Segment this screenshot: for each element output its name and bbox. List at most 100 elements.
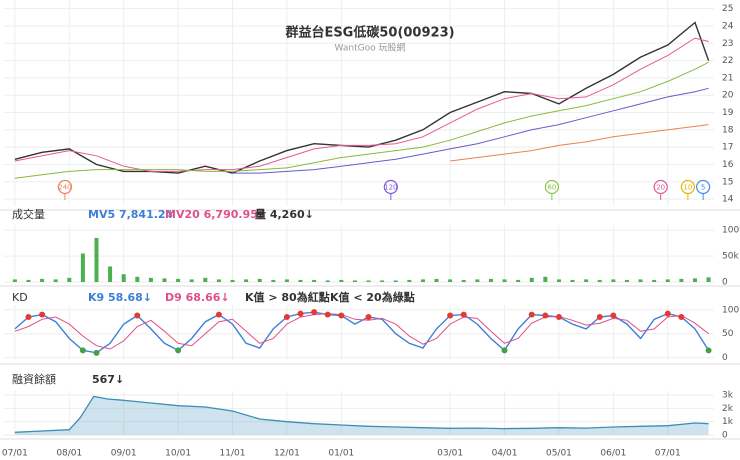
volume-bar — [706, 277, 711, 282]
volume-bar — [203, 277, 208, 282]
x-tick-label: 04/01 — [492, 449, 518, 459]
y-tick-label: 21 — [722, 73, 733, 83]
kd-dot — [705, 347, 712, 354]
volume-bar — [216, 279, 221, 282]
panel-stat: D9 68.66↓ — [165, 291, 230, 304]
volume-bar — [312, 279, 317, 282]
volume-bar — [407, 279, 412, 282]
volume-bar — [148, 277, 153, 282]
kd-dot — [215, 311, 222, 318]
volume-bar — [257, 278, 262, 282]
y-tick-label: 20 — [722, 91, 734, 101]
volume-bar — [121, 274, 126, 282]
panel-stat: MV20 6,790.95↓ — [165, 208, 267, 221]
volume-bar — [162, 278, 167, 282]
area-fill — [14, 396, 709, 435]
series-line — [14, 61, 709, 179]
volume-bar — [94, 237, 99, 282]
area-line — [14, 395, 709, 433]
ma-pin — [544, 179, 559, 195]
volume-bar — [624, 279, 629, 282]
volume-bar — [516, 279, 521, 282]
kd-dot — [338, 312, 345, 319]
chart-title: 群益台ESG低碳50(00923) — [285, 25, 454, 41]
y-tick-label: 0 — [722, 431, 728, 441]
volume-bar — [393, 280, 398, 282]
x-tick-label: 07/01 — [2, 449, 28, 459]
y-tick-label: 14 — [722, 195, 734, 205]
series-line — [14, 311, 710, 354]
ma-pin-label: 5 — [701, 184, 705, 192]
volume-bar — [461, 279, 466, 282]
volume-bar — [597, 279, 602, 282]
volume-bar — [352, 280, 357, 282]
volume-bar — [53, 279, 58, 282]
volume-bar — [67, 277, 72, 282]
x-tick-label: 09/01 — [111, 449, 137, 459]
y-tick-label: 17 — [722, 143, 733, 153]
kd-dot — [175, 347, 182, 354]
kd-dot — [25, 313, 32, 320]
ma-pin — [696, 179, 711, 195]
y-tick-label: 1k — [722, 417, 734, 427]
ma-pin — [57, 179, 73, 195]
kd-dot — [460, 311, 467, 318]
y-tick-label: 15 — [722, 177, 733, 187]
kd-dot — [528, 311, 535, 318]
y-tick-label: 100 — [722, 305, 739, 315]
volume-bar — [652, 279, 657, 282]
y-tick-label: 3k — [722, 391, 734, 401]
volume-bar — [189, 279, 194, 282]
volume-bar — [244, 279, 249, 282]
ma-pin — [653, 179, 668, 195]
volume-bar — [325, 280, 330, 282]
panel-stat: K值 < 20為綠點 — [330, 290, 415, 304]
panel-stat: K值 > 80為紅點 — [245, 290, 330, 304]
kd-dot — [365, 313, 372, 320]
kd-dot — [324, 311, 331, 318]
x-tick-label: 06/01 — [600, 449, 626, 459]
volume-bar — [26, 279, 31, 282]
volume-bar — [692, 278, 697, 282]
kd-dot — [134, 312, 141, 319]
volume-bar — [638, 279, 643, 282]
kd-dot — [501, 347, 508, 354]
volume-bar — [611, 279, 616, 282]
volume-bar — [679, 278, 684, 282]
panel-stat: 567↓ — [92, 373, 124, 386]
kd-dot — [542, 312, 549, 319]
kd-dot — [555, 313, 562, 320]
volume-bar — [434, 278, 439, 282]
x-tick-label: 12/01 — [274, 449, 300, 459]
ma-pin — [680, 179, 695, 195]
x-tick-label: 03/01 — [437, 449, 463, 459]
ma-pin-label: 240 — [58, 184, 71, 192]
x-tick-label: 01/01 — [328, 449, 354, 459]
x-tick-label: 10/01 — [165, 449, 191, 459]
y-tick-label: 23 — [722, 39, 733, 49]
volume-bar — [529, 277, 534, 282]
series-line — [14, 37, 709, 172]
volume-bar — [108, 266, 113, 282]
y-tick-label: 22 — [722, 56, 733, 66]
series-line — [450, 124, 709, 162]
volume-bar — [298, 279, 303, 282]
chart-subtitle: WantGoo 玩股網 — [335, 42, 406, 54]
kd-dot — [297, 310, 304, 317]
ma-pin-label: 60 — [547, 184, 556, 192]
panel-stat: MV5 7,841.2↓ — [88, 208, 175, 221]
volume-bar — [380, 280, 385, 282]
volume-bar — [570, 279, 575, 282]
kd-dot — [39, 311, 46, 318]
ma-pin — [383, 179, 398, 195]
ma-pin-label: 10 — [683, 184, 692, 192]
x-tick-label: 11/01 — [220, 449, 246, 459]
y-tick-label: 50k — [722, 252, 739, 262]
volume-bar — [339, 279, 344, 282]
kd-dot — [610, 312, 617, 319]
ma-pin-label: 120 — [384, 184, 397, 192]
panel-title: 成交量 — [12, 207, 45, 221]
volume-bar — [543, 276, 548, 282]
x-tick-label: 07/01 — [655, 449, 681, 459]
volume-bar — [176, 278, 181, 282]
